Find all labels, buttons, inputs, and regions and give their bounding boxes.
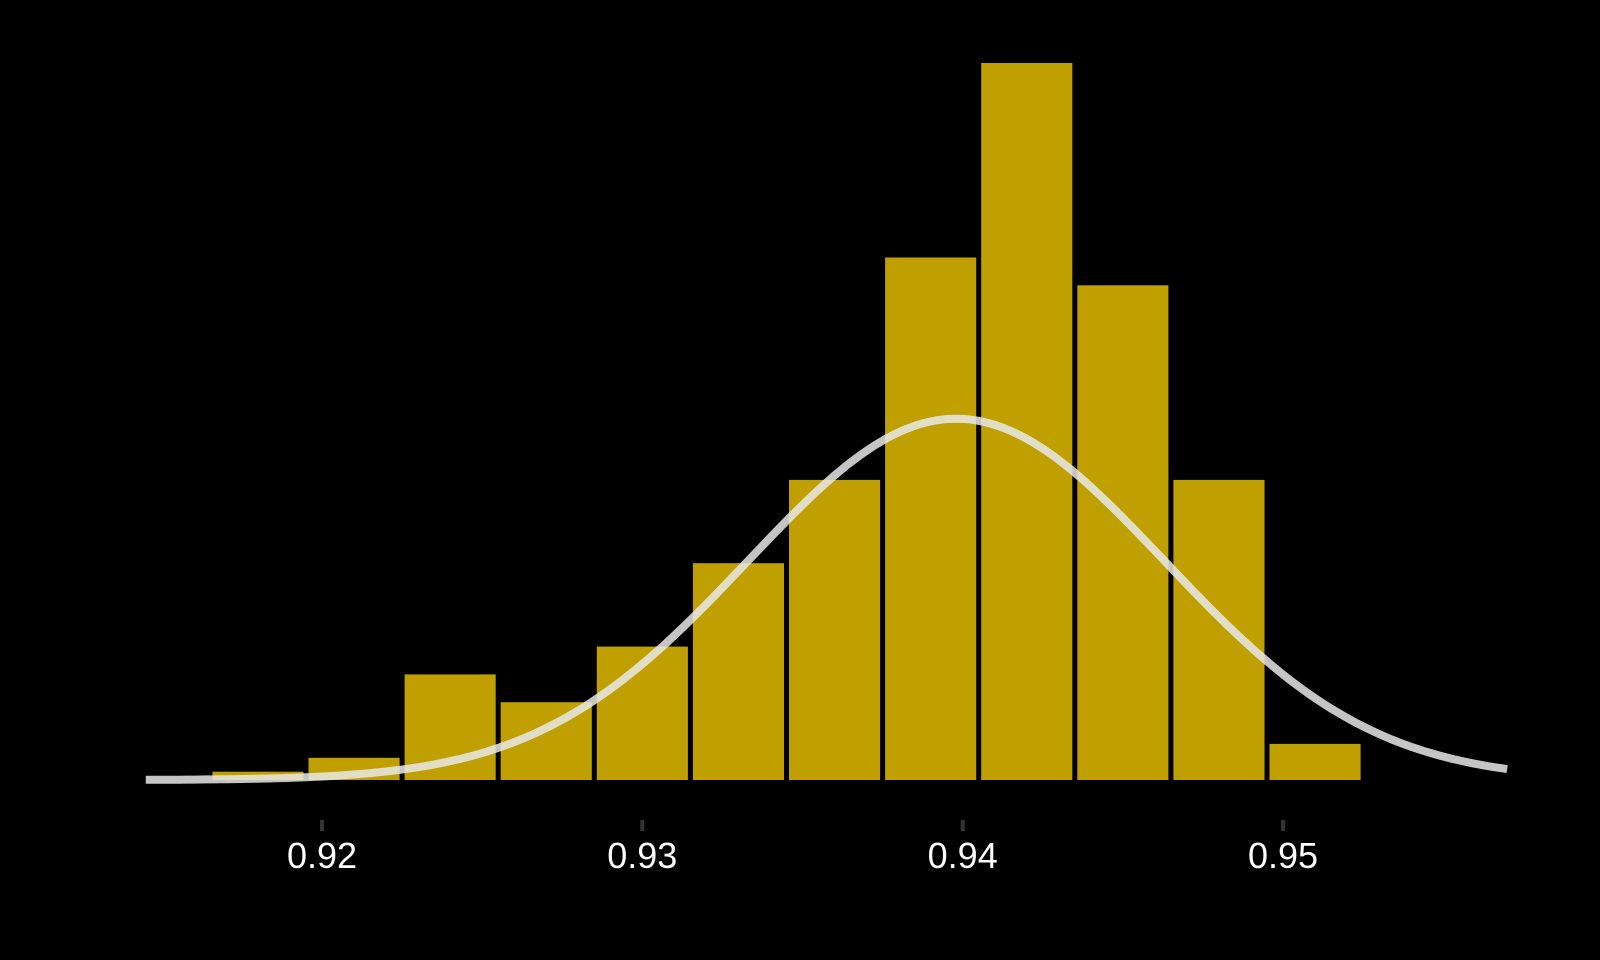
normal-curve-layer — [145, 414, 1508, 784]
x-tick-label: 0.95 — [1248, 835, 1318, 876]
histogram-bar-8 — [885, 257, 977, 780]
histogram-bar-6 — [692, 563, 784, 780]
normal-density-curve — [145, 414, 1508, 784]
x-tick-label: 0.92 — [287, 835, 357, 876]
x-axis: 0.92 0.93 0.94 0.95 — [287, 820, 1318, 876]
histogram-bars — [212, 63, 1361, 780]
histogram-bar-7 — [789, 479, 881, 780]
histogram-bar-11 — [1173, 479, 1265, 780]
histogram-bar-10 — [1077, 285, 1169, 780]
histogram-bar-12 — [1269, 743, 1361, 780]
x-tick-label: 0.94 — [928, 835, 998, 876]
x-tick-label: 0.93 — [607, 835, 677, 876]
